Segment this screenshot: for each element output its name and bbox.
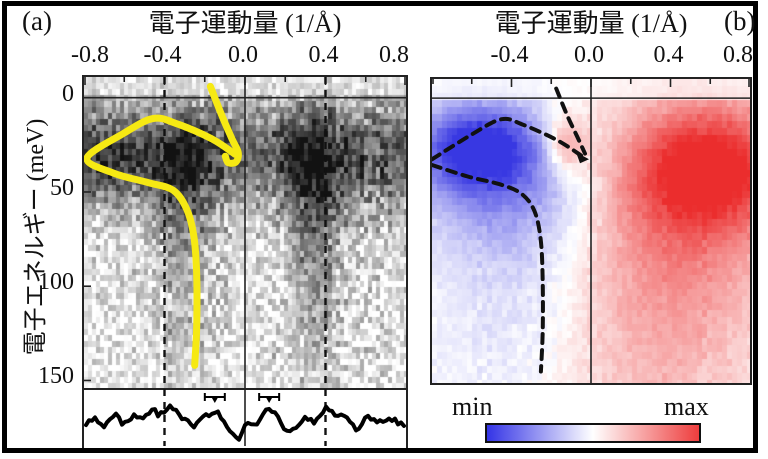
panel-a-plot: [82, 75, 408, 448]
x-tick-label: 0.4: [308, 42, 339, 68]
panel-b-label: (b): [724, 6, 756, 36]
panel-a-mdc-subpanel: [84, 388, 406, 448]
y-tick-label: 50: [50, 174, 74, 201]
colorbar-min-label: min: [452, 392, 493, 421]
x-tick-label: -0.8: [71, 42, 109, 68]
y-tick-label: 150: [38, 363, 74, 390]
y-tick-label: 100: [38, 269, 74, 296]
x-tick-label: 0.8: [723, 42, 753, 68]
colorbar-max-label: max: [664, 392, 709, 421]
panel-a-y-axis-title: 電子エネルギー (meV): [23, 118, 49, 356]
panel-b-plot: [430, 77, 752, 385]
x-tick-label: 0.4: [653, 42, 684, 68]
x-tick-label: 0.0: [228, 42, 258, 68]
y-tick-label: 0: [62, 80, 74, 107]
x-tick-label: -0.4: [490, 42, 529, 68]
panel-b-x-axis-title: 電子運動量 (1/Å): [494, 9, 688, 38]
panel-b-heatmap-canvas: [432, 79, 750, 383]
panel-a-heatmap-canvas: [84, 77, 406, 388]
colorbar-gradient: [485, 423, 701, 443]
x-tick-label: 0.0: [574, 42, 604, 68]
x-tick-label: -0.4: [143, 42, 182, 68]
figure-border-frame: [2, 1, 758, 453]
panel-a-x-axis-title: 電子運動量 (1/Å): [148, 9, 342, 38]
panel-a-label: (a): [22, 6, 52, 36]
x-tick-label: 0.8: [379, 42, 409, 68]
